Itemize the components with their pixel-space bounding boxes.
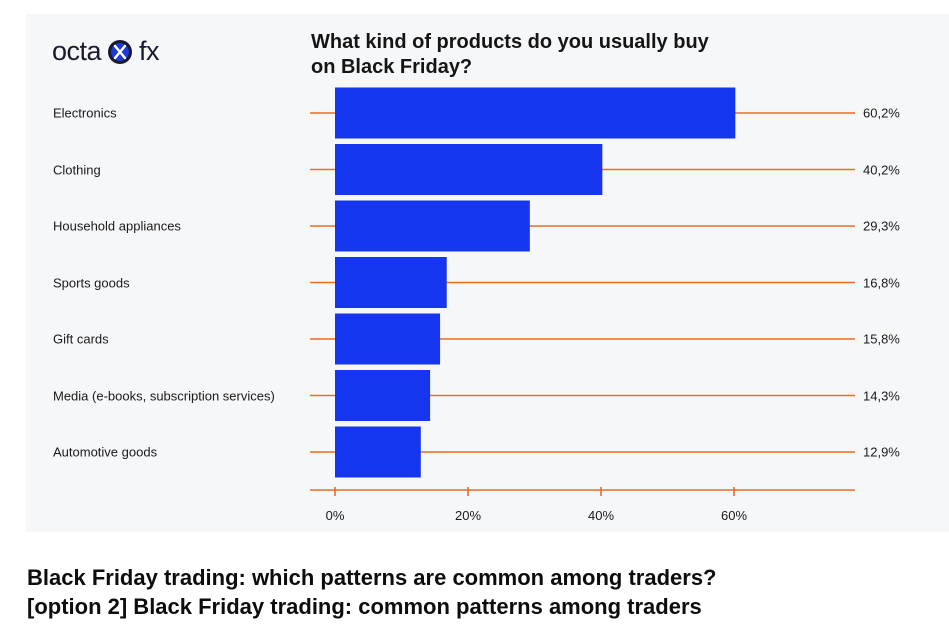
x-tick-label: 60%	[720, 508, 748, 523]
bar-1	[335, 144, 603, 195]
category-label: Gift cards	[53, 331, 109, 347]
brand-name-left: octa	[52, 36, 102, 66]
x-tick-label: 0%	[325, 508, 345, 523]
category-label: Sports goods	[53, 275, 130, 290]
bar-0	[335, 87, 736, 139]
article-caption: Black Friday trading: which patterns are…	[27, 563, 937, 621]
value-label: 16,8%	[863, 275, 900, 290]
value-label: 60,2%	[863, 105, 900, 121]
bar-3	[335, 257, 447, 308]
bar-5	[335, 370, 431, 421]
category-label: Clothing	[53, 162, 101, 177]
category-label: Household appliances	[53, 218, 181, 234]
octafx-logo-icon	[108, 39, 133, 64]
chart-title: What kind of products do you usually buy…	[311, 31, 709, 78]
value-label: 12,9%	[863, 444, 900, 460]
bar-2	[335, 200, 530, 252]
brand-logo: octa fx	[52, 36, 160, 67]
bar-6	[335, 426, 421, 478]
caption-line-2: [option 2] Black Friday trading: common …	[27, 594, 702, 619]
category-label: Media (e-books, subscription services)	[53, 388, 275, 403]
category-label: Automotive goods	[53, 444, 158, 460]
x-tick-label: 40%	[587, 508, 615, 523]
brand-name-right: fx	[139, 36, 160, 66]
category-label: Electronics	[53, 105, 117, 121]
value-label: 40,2%	[863, 162, 900, 177]
value-label: 14,3%	[863, 388, 900, 403]
value-label: 15,8%	[863, 331, 900, 347]
caption-line-1: Black Friday trading: which patterns are…	[27, 565, 717, 590]
value-label: 29,3%	[863, 218, 900, 234]
x-tick-label: 20%	[454, 508, 482, 523]
bar-4	[335, 313, 441, 365]
